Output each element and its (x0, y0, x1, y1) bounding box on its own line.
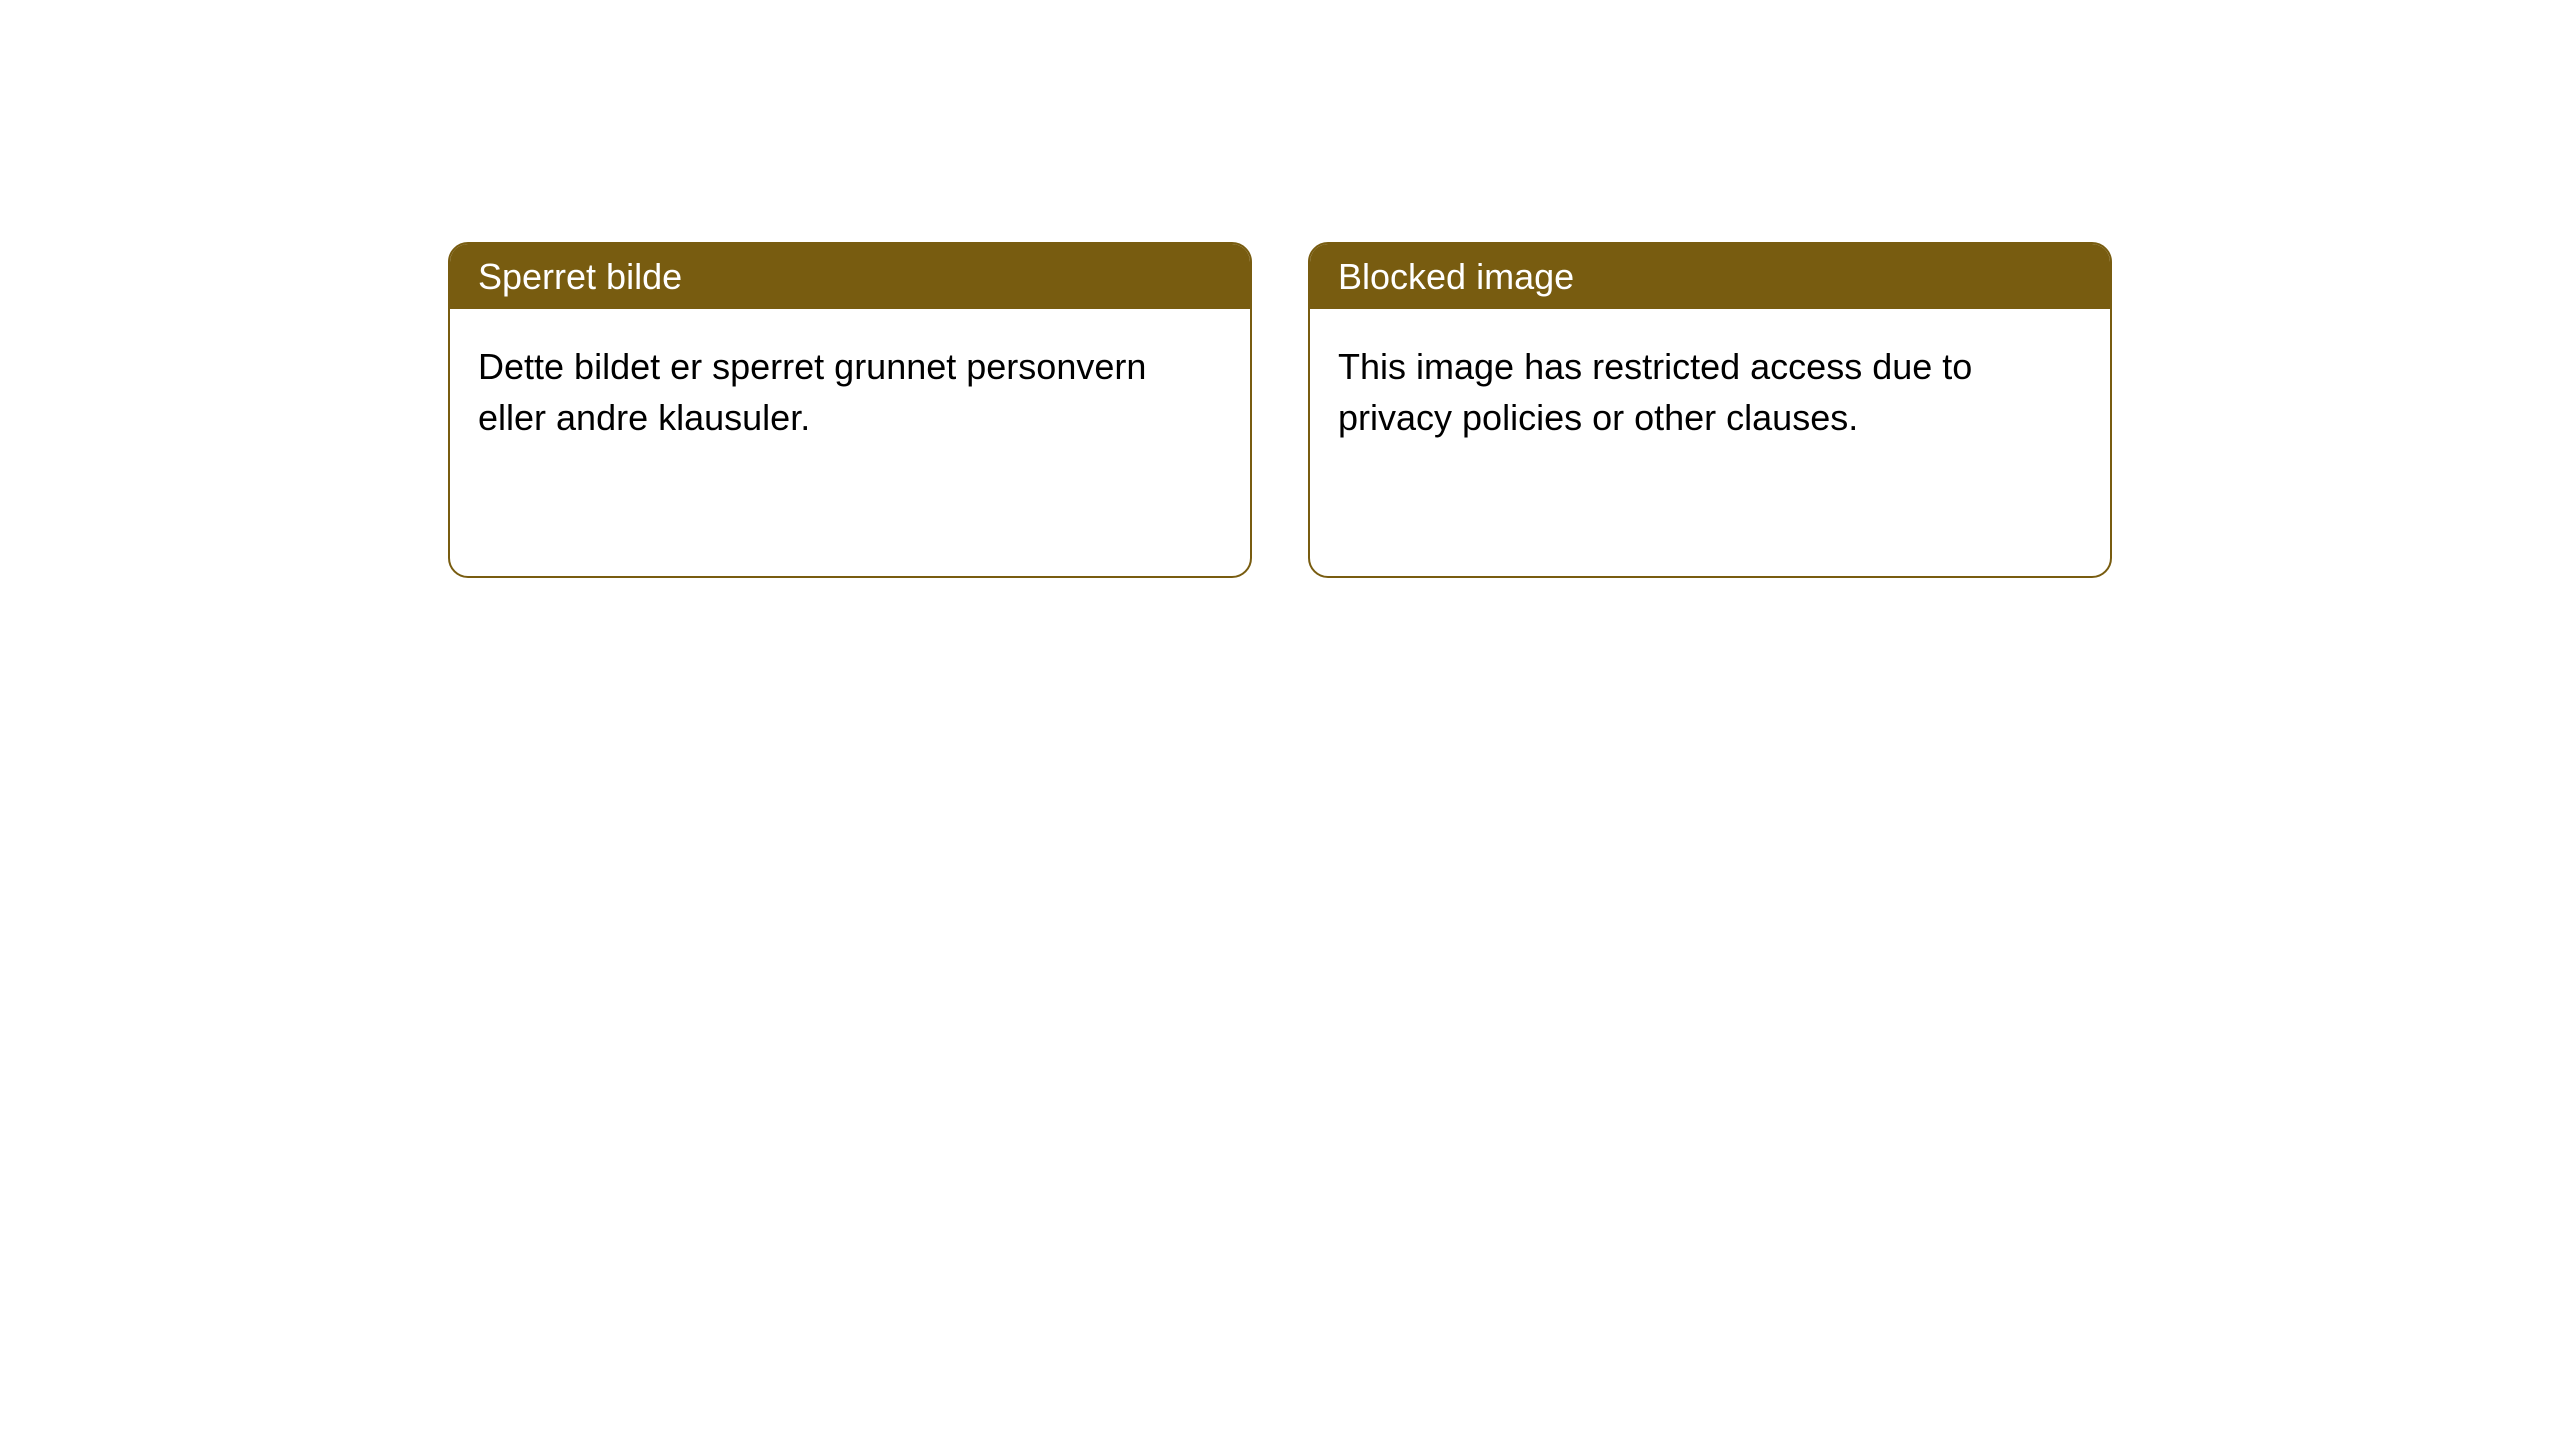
blocked-image-card-no: Sperret bilde Dette bildet er sperret gr… (448, 242, 1252, 578)
card-body-no: Dette bildet er sperret grunnet personve… (450, 309, 1250, 475)
card-header-en: Blocked image (1310, 244, 2110, 309)
blocked-image-card-en: Blocked image This image has restricted … (1308, 242, 2112, 578)
card-body-en: This image has restricted access due to … (1310, 309, 2110, 475)
notice-cards-row: Sperret bilde Dette bildet er sperret gr… (0, 0, 2560, 578)
card-header-no: Sperret bilde (450, 244, 1250, 309)
